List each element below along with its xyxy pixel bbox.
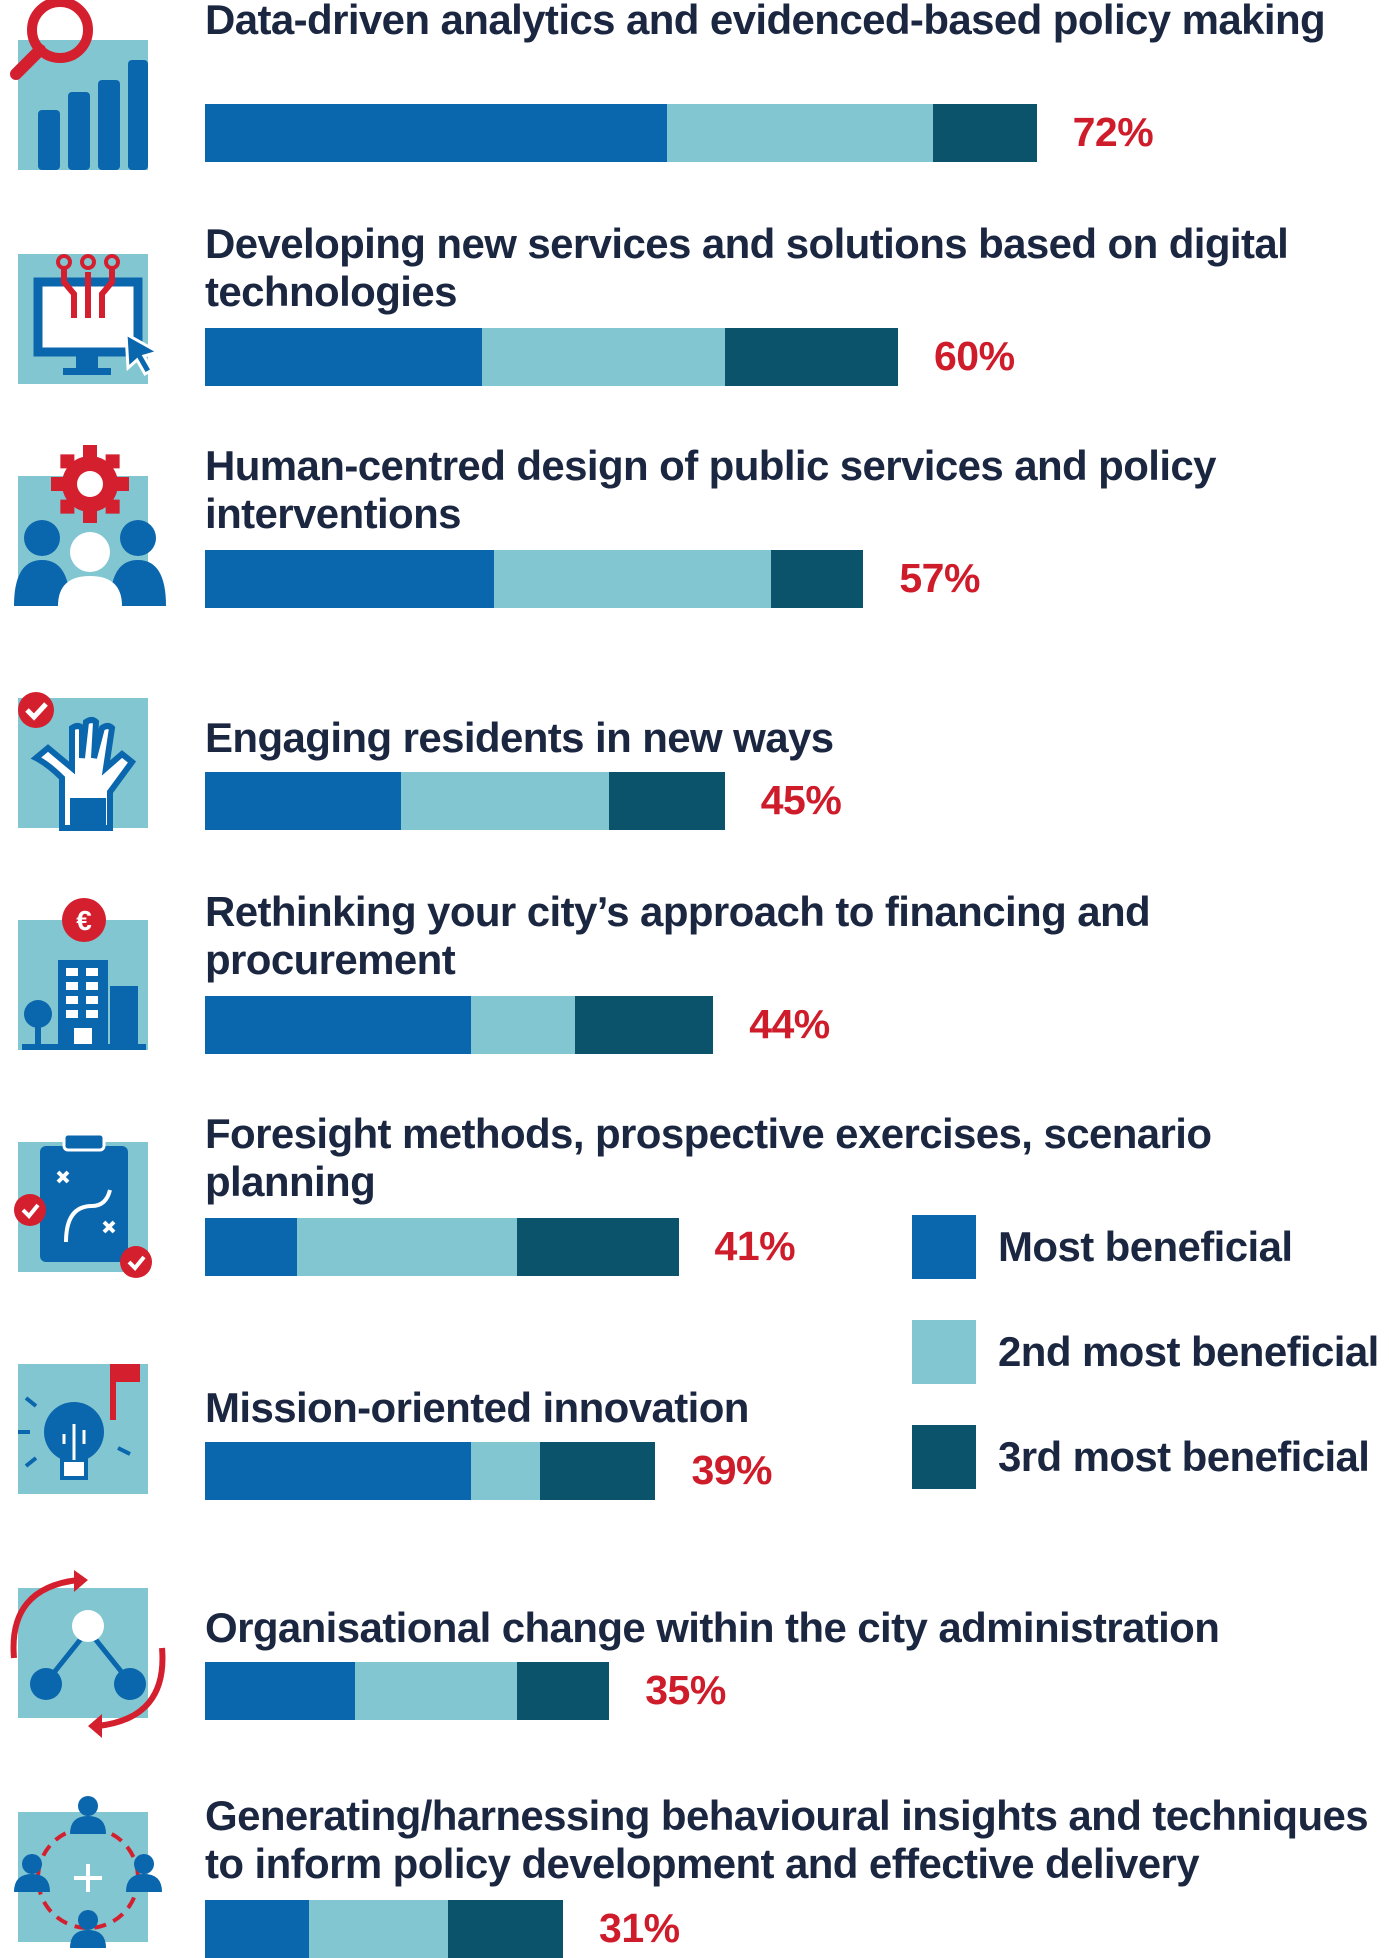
stacked-bar (205, 772, 725, 830)
stacked-bar (205, 1218, 679, 1276)
bar-segment-2 (667, 104, 933, 162)
stacked-bar (205, 550, 864, 608)
stacked-bar (205, 104, 1037, 162)
bar-segment-3 (516, 1662, 610, 1720)
bar-segment-3 (447, 1900, 564, 1958)
bar-segment-2 (355, 1662, 517, 1720)
legend-swatch (912, 1320, 976, 1384)
stacked-bar (205, 328, 898, 386)
bar-segment-1 (205, 1218, 298, 1276)
bar-segment-1 (205, 104, 667, 162)
bar-segment-3 (932, 104, 1037, 162)
total-percentage-label: 31% (599, 1905, 680, 1951)
legend-swatch (912, 1425, 976, 1489)
people-gear-icon (14, 445, 166, 606)
bar-segment-1 (205, 1900, 309, 1958)
stacked-bar (205, 1442, 656, 1500)
analytics-magnifier-icon (10, 0, 148, 170)
category-label: Human-centred design of public services … (205, 442, 1217, 537)
bar-segment-1 (205, 1442, 471, 1500)
total-percentage-label: 41% (714, 1223, 796, 1269)
stacked-bar (205, 1900, 564, 1958)
bar-segment-2 (401, 772, 610, 830)
category-label: Foresight methods, prospective exercises… (205, 1110, 1212, 1205)
category-label: Mission-oriented innovation (205, 1384, 749, 1431)
bar-segment-1 (205, 772, 402, 830)
svg-text:€: € (76, 905, 92, 936)
total-percentage-label: 35% (645, 1667, 726, 1713)
bar-segment-1 (205, 328, 483, 386)
bar-segment-3 (724, 328, 898, 386)
total-percentage-label: 39% (691, 1447, 772, 1493)
total-percentage-label: 72% (1072, 109, 1154, 155)
bar-segment-2 (297, 1218, 517, 1276)
legend-label: 2nd most beneficial (998, 1328, 1379, 1375)
bar-segment-3 (574, 996, 714, 1054)
category-label: Generating/harnessing behavioural insigh… (205, 1792, 1369, 1887)
bar-segment-2 (470, 996, 575, 1054)
bar-segment-2 (470, 1442, 540, 1500)
legend-swatch (912, 1215, 976, 1279)
bar-segment-3 (516, 1218, 679, 1276)
stacked-bar (205, 1662, 610, 1720)
organisation-cycle-icon (10, 1570, 166, 1738)
stacked-bar (205, 996, 714, 1054)
bar-segment-1 (205, 1662, 356, 1720)
category-label: Data-driven analytics and evidenced-base… (205, 0, 1326, 43)
total-percentage-label: 60% (934, 333, 1015, 379)
strategy-clipboard-icon (14, 1132, 152, 1278)
raised-hands-icon (18, 692, 148, 831)
bar-segment-1 (205, 550, 494, 608)
bar-segment-3 (770, 550, 864, 608)
people-network-icon (14, 1796, 162, 1948)
bar-segment-2 (308, 1900, 448, 1958)
legend-label: 3rd most beneficial (998, 1433, 1370, 1480)
bar-segment-3 (539, 1442, 656, 1500)
bar-segment-3 (609, 772, 725, 830)
bar-segment-2 (482, 328, 725, 386)
bar-segment-2 (493, 550, 771, 608)
category-label: Developing new services and solutions ba… (205, 220, 1289, 315)
category-label: Engaging residents in new ways (205, 714, 834, 761)
category-label: Organisational change within the city ad… (205, 1604, 1220, 1651)
euro-building-icon: € (18, 898, 148, 1050)
category-label: Rethinking your city’s approach to finan… (205, 888, 1151, 983)
total-percentage-label: 44% (749, 1001, 830, 1047)
legend-label: Most beneficial (998, 1223, 1293, 1270)
total-percentage-label: 57% (899, 555, 980, 601)
lightbulb-flag-icon (18, 1364, 148, 1494)
total-percentage-label: 45% (760, 777, 842, 823)
bar-segment-1 (205, 996, 471, 1054)
computer-circuit-icon (18, 254, 162, 384)
